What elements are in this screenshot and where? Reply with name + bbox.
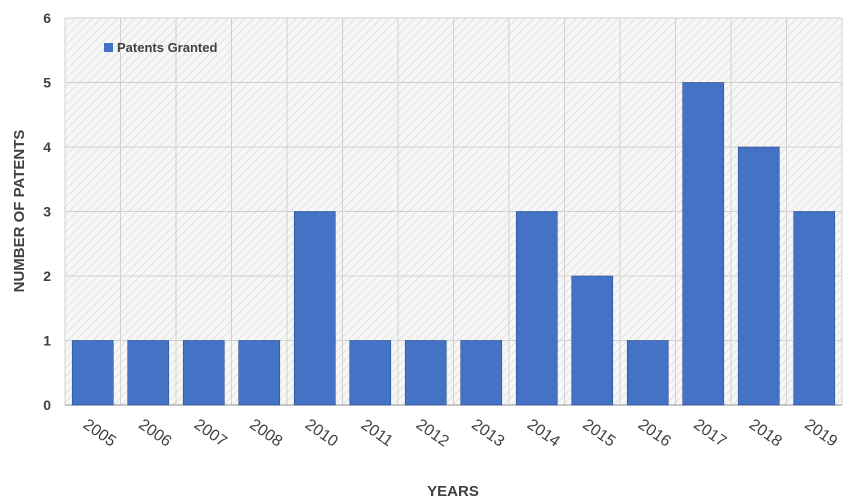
bar-2005 [71, 340, 114, 406]
x-tick-label: 2005 [80, 416, 119, 450]
y-tick-label: 0 [43, 397, 51, 413]
x-tick-label: 2014 [524, 416, 563, 450]
y-axis-title: NUMBER OF PATENTS [11, 130, 28, 293]
x-tick-label: 2006 [135, 416, 174, 450]
grid-lines [64, 17, 843, 406]
bar-2014 [515, 211, 558, 406]
x-tick-label: 2016 [635, 416, 674, 450]
bar-2007 [182, 340, 225, 406]
x-axis-title: YEARS [427, 483, 479, 500]
y-tick-label: 3 [43, 204, 51, 220]
legend-label: Patents Granted [117, 40, 217, 55]
bar-2011 [349, 340, 392, 406]
legend: Patents Granted [104, 40, 217, 55]
y-tick-label: 2 [43, 268, 51, 284]
x-tick-label: 2013 [468, 416, 507, 450]
bar-2006 [127, 340, 170, 406]
y-axis-ticks: 0 1 2 3 4 5 6 [43, 10, 51, 413]
bars [71, 82, 836, 406]
bar-2008 [238, 340, 281, 406]
x-tick-label: 2015 [579, 416, 618, 450]
x-tick-label: 2019 [801, 416, 840, 450]
x-tick-label: 2010 [302, 416, 341, 450]
y-tick-label: 1 [43, 333, 51, 349]
bar-2017 [682, 82, 725, 406]
y-tick-label: 4 [43, 139, 51, 155]
x-tick-label: 2017 [690, 416, 729, 450]
x-tick-label: 2011 [358, 416, 396, 450]
x-tick-label: 2008 [246, 416, 285, 450]
bar-2012 [404, 340, 447, 406]
bar-2015 [571, 275, 614, 406]
bar-2019 [793, 211, 836, 406]
y-tick-label: 6 [43, 10, 51, 26]
bar-2013 [460, 340, 503, 406]
legend-swatch [104, 43, 113, 52]
x-tick-label: 2007 [191, 416, 230, 450]
x-tick-label: 2018 [746, 416, 785, 450]
y-tick-label: 5 [43, 75, 51, 91]
bar-2018 [737, 146, 780, 406]
x-axis-ticks: 2005 2006 2007 2008 2010 2011 2012 2013 2014 2015… [80, 416, 840, 450]
bar-2010 [293, 211, 336, 406]
bar-2016 [626, 340, 669, 406]
x-tick-label: 2012 [413, 416, 452, 450]
